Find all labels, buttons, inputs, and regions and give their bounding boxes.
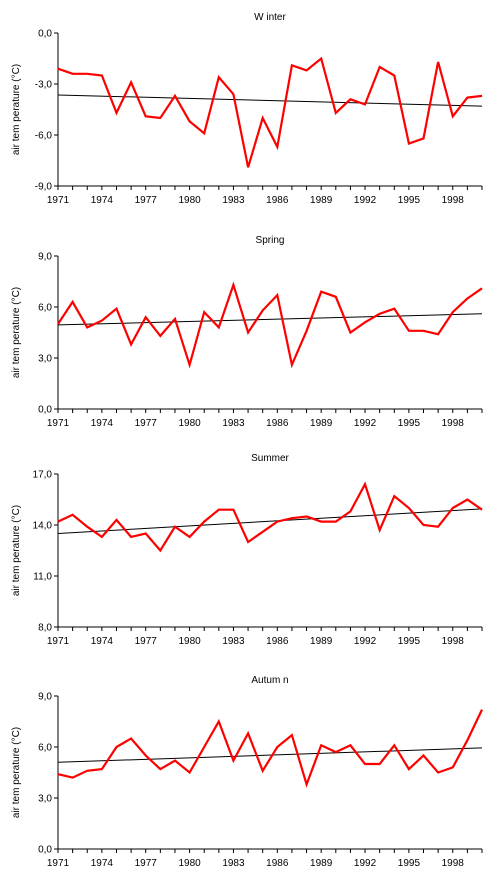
x-tick-label: 1980 (178, 636, 201, 647)
x-tick-label: 1974 (91, 636, 114, 647)
x-tick-label: 1989 (310, 418, 333, 429)
chart-panel-3: Autum n air tem perature (°C) 9,0 6,0 3,0 0,0… (11, 675, 483, 869)
y-tick-label: 11,0 (33, 572, 52, 583)
temperature-series-line (57, 481, 483, 553)
x-tick-label: 1971 (47, 636, 70, 647)
x-tick-label: 1977 (135, 858, 158, 869)
y-tick-label: 0,0 (38, 29, 52, 40)
x-tick-label: 1974 (91, 858, 114, 869)
x-tick-label: 1986 (266, 858, 289, 869)
x-tick-label: 1974 (91, 418, 114, 429)
y-tick-label: 17,0 (33, 470, 53, 481)
x-tick-label: 1995 (398, 636, 421, 647)
x-tick-label: 1983 (222, 195, 245, 206)
y-tick-label: 0,0 (38, 405, 52, 416)
temperature-series-line (57, 56, 483, 168)
y-tick-label: 3,0 (38, 794, 52, 805)
y-tick-label: 9,0 (38, 252, 52, 263)
chart-panel-2: Summer air tem perature (°C) 17,0 14,0 11,0 8… (11, 453, 483, 647)
y-tick-label: 9,0 (38, 692, 52, 703)
x-tick-label: 1995 (398, 418, 421, 429)
x-tick-label: 1989 (310, 858, 333, 869)
x-tick-label: 1971 (47, 418, 70, 429)
y-tick-label: -6,0 (35, 131, 53, 142)
y-tick-label: 6,0 (38, 743, 52, 754)
x-tick-label: 1980 (178, 418, 201, 429)
y-axis-label: air tem perature (°C) (11, 64, 22, 155)
x-tick-label: 1992 (354, 858, 377, 869)
y-axis-label: air tem perature (°C) (11, 727, 22, 818)
x-tick-label: 1974 (91, 195, 114, 206)
y-tick-label: -9,0 (35, 182, 53, 193)
trend-line (57, 508, 483, 534)
x-tick-label: 1986 (266, 195, 289, 206)
x-tick-label: 1977 (135, 636, 158, 647)
chart-title: Spring (256, 235, 285, 246)
y-tick-label: 14,0 (33, 521, 53, 532)
chart-title: W inter (254, 12, 286, 23)
x-tick-label: 1971 (47, 195, 70, 206)
x-tick-label: 1998 (442, 636, 465, 647)
temperature-series-line (57, 281, 483, 369)
x-tick-label: 1977 (135, 195, 158, 206)
trend-line (57, 313, 483, 326)
x-tick-label: 1998 (442, 195, 465, 206)
y-tick-label: -3,0 (35, 80, 53, 91)
trend-line (57, 94, 483, 107)
x-tick-label: 1998 (442, 418, 465, 429)
y-tick-label: 8,0 (38, 623, 52, 634)
x-tick-label: 1971 (47, 858, 70, 869)
y-tick-label: 6,0 (38, 303, 52, 314)
y-axis-label: air tem perature (°C) (11, 505, 22, 596)
chart-panel-1: Spring air tem perature (°C) 9,0 6,0 3,0 0,0 1… (11, 235, 483, 429)
x-tick-label: 1992 (354, 418, 377, 429)
chart-panel-0: W inter air tem perature (°C) 0,0 -3,0 -6,0 -… (11, 12, 483, 206)
trend-line (57, 747, 483, 763)
x-tick-label: 1986 (266, 636, 289, 647)
chart-title: Summer (251, 453, 289, 464)
x-tick-label: 1977 (135, 418, 158, 429)
x-tick-label: 1995 (398, 195, 421, 206)
x-tick-label: 1983 (222, 636, 245, 647)
x-tick-label: 1980 (178, 195, 201, 206)
x-tick-label: 1995 (398, 858, 421, 869)
x-tick-label: 1989 (310, 636, 333, 647)
x-tick-label: 1992 (354, 195, 377, 206)
y-tick-label: 0,0 (38, 845, 52, 856)
y-axis-label: air tem perature (°C) (11, 287, 22, 378)
x-tick-label: 1992 (354, 636, 377, 647)
x-tick-label: 1980 (178, 858, 201, 869)
x-tick-label: 1983 (222, 418, 245, 429)
y-tick-label: 3,0 (38, 354, 52, 365)
x-tick-label: 1983 (222, 858, 245, 869)
temperature-series-line (57, 709, 483, 788)
x-tick-label: 1986 (266, 418, 289, 429)
x-tick-label: 1998 (442, 858, 465, 869)
chart-title: Autum n (251, 675, 288, 686)
x-tick-label: 1989 (310, 195, 333, 206)
